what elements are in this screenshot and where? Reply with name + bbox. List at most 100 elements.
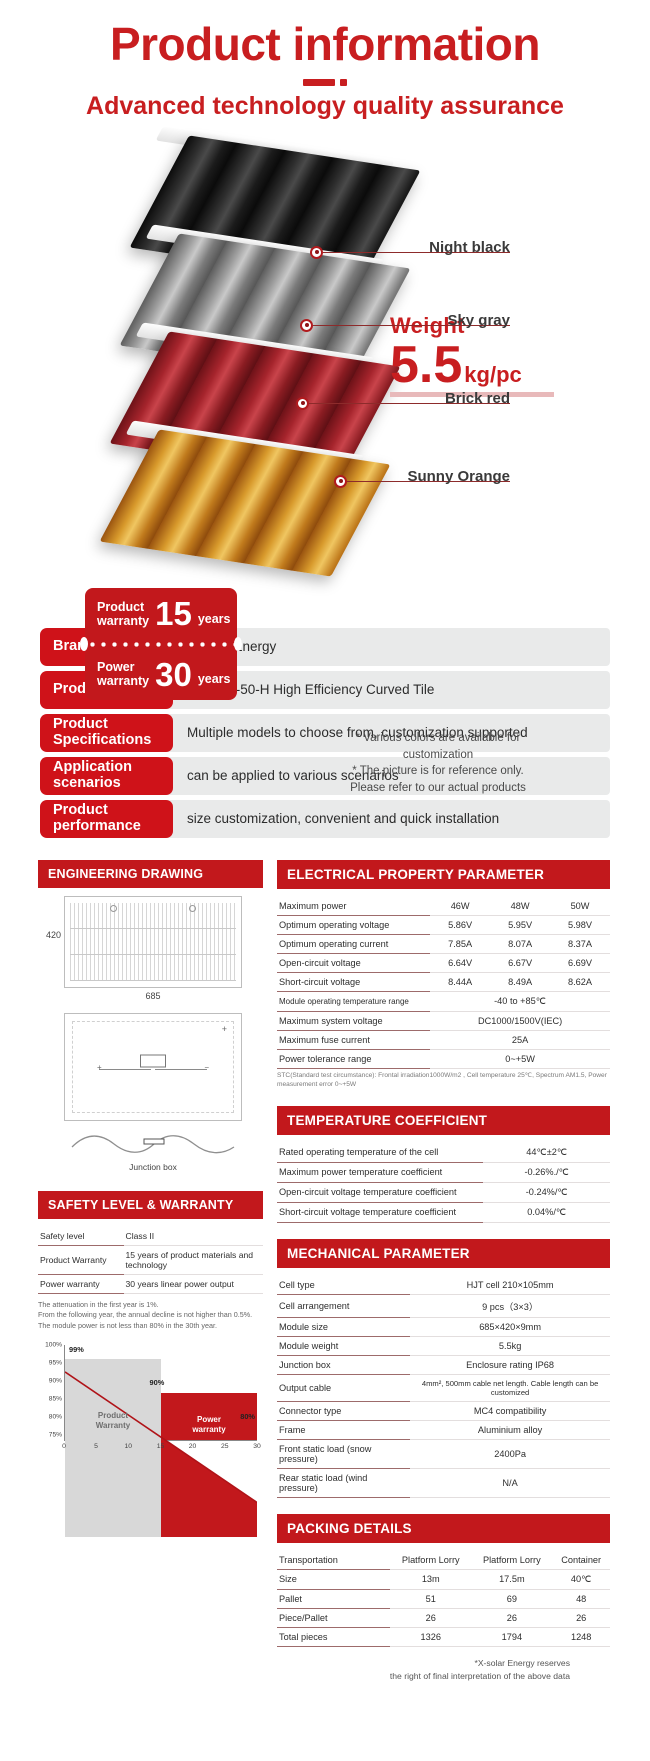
table-row: Cell arrangement 9 pcs（3×3） <box>277 1294 610 1318</box>
table-row: Total pieces 1326 1794 1248 <box>277 1627 610 1647</box>
table-row: Short-circuit voltage 8.44A 8.49A 8.62A <box>277 972 610 992</box>
param-value: 25A <box>430 1030 610 1050</box>
param-key: Maximum fuse current <box>277 1030 431 1050</box>
spec-row: Application scenarios can be applied to … <box>40 756 610 795</box>
table-row: Product Warranty 15 years of product mat… <box>38 1245 263 1275</box>
callout-line <box>323 251 510 253</box>
warranty-badge-title: Product warranty <box>97 600 149 628</box>
x-tick-label: 20 <box>188 1443 197 1451</box>
warranty-badge-title: Power warranty <box>97 660 149 688</box>
chart-x-axis: 0 5 10 15 20 25 30 <box>62 1443 261 1455</box>
spec-key: Application scenarios <box>40 756 173 795</box>
color-label: Brick red <box>444 389 510 407</box>
table-row: Power tolerance range 0~+5W <box>277 1049 610 1069</box>
spec-key: Product Specifications <box>40 713 173 752</box>
callout-line <box>347 480 510 482</box>
param-value: 4mm², 500mm cable net length. Cable leng… <box>410 1374 610 1402</box>
junction-box-caption: Junction box <box>129 1161 177 1172</box>
section-header-safety: SAFETY LEVEL & WARRANTY <box>38 1190 263 1219</box>
param-key: Short-circuit voltage <box>277 972 431 992</box>
table-row: Maximum fuse current 25A <box>277 1030 610 1050</box>
table-row: Output cable 4mm², 500mm cable net lengt… <box>277 1374 610 1402</box>
param-value: 44℃±2℃ <box>483 1142 610 1163</box>
final-disclaimer: *X-solar Energy reserves the right of fi… <box>277 1657 570 1683</box>
page-title: Product information <box>109 18 541 70</box>
engineering-drawing-front <box>64 895 242 988</box>
param-key: Open-circuit voltage temperature coeffic… <box>277 1182 484 1203</box>
param-value: 5.5kg <box>410 1336 610 1356</box>
param-value: 7.85A <box>430 934 491 954</box>
safety-section: SAFETY LEVEL & WARRANTY Safety level Cla… <box>38 1190 263 1331</box>
safety-key: Power warranty <box>38 1274 124 1294</box>
param-key: Cell arrangement <box>277 1294 411 1318</box>
divider-dot <box>340 78 347 86</box>
spec-value: XSDCM-50-H High Efficiency Curved Tile <box>165 670 610 709</box>
param-key: Optimum operating current <box>277 934 431 954</box>
warranty-badge-line2: warranty <box>97 674 150 689</box>
y-tick-label: 90% <box>48 1377 62 1385</box>
callout-night-black: Night black <box>310 239 510 259</box>
warranty-badge-line1: Product <box>97 599 145 614</box>
y-tick-label: 85% <box>48 1395 62 1403</box>
packing-key: Pallet <box>277 1589 391 1609</box>
packing-value: 48 <box>552 1589 610 1609</box>
divider-bar <box>303 78 335 86</box>
param-value: 5.86V <box>430 915 491 935</box>
table-row: Connector type MC4 compatibility <box>277 1401 610 1421</box>
table-row: Maximum system voltage DC1000/1500V(IEC) <box>277 1011 610 1031</box>
packing-value: 1248 <box>552 1627 610 1647</box>
param-key: Frame <box>277 1420 411 1440</box>
param-value: 9 pcs（3×3） <box>410 1294 610 1318</box>
table-row: Front static load (snow pressure) 2400Pa <box>277 1439 610 1469</box>
warranty-badge-line1: Power <box>97 660 135 675</box>
param-key: Power tolerance range <box>277 1049 431 1069</box>
mechanical-table: Cell type HJT cell 210×105mm Cell arrang… <box>277 1275 610 1498</box>
param-value: 5.95V <box>490 915 551 935</box>
table-row: Pallet 51 69 48 <box>277 1589 610 1609</box>
table-row: Frame Aluminium alloy <box>277 1420 610 1440</box>
param-key: Maximum power <box>277 896 431 916</box>
color-label: Night black <box>429 238 510 256</box>
spec-value: Multiple models to choose from, customiz… <box>165 713 610 752</box>
param-value: 50W <box>550 896 610 916</box>
x-tick-label: 30 <box>253 1443 261 1451</box>
param-key: Rated operating temperature of the cell <box>277 1142 484 1163</box>
param-key: Front static load (snow pressure) <box>277 1439 411 1469</box>
param-value: 48W <box>490 896 551 916</box>
chart-band-label-product: Product Warranty <box>95 1411 131 1430</box>
chart-degradation-line <box>65 1345 257 1538</box>
param-value: 8.07A <box>490 934 551 954</box>
table-header-row: Transportation Platform Lorry Platform L… <box>277 1550 610 1570</box>
callout-sunny-orange: Sunny Orange <box>334 468 510 488</box>
chart-annotation: 80% <box>240 1412 255 1422</box>
color-label: Sunny Orange <box>407 467 510 485</box>
param-key: Short-circuit voltage temperature coeffi… <box>277 1202 484 1223</box>
packing-column-header: Container <box>552 1550 610 1570</box>
y-tick-label: 80% <box>48 1413 62 1421</box>
warranty-badge-unit: years <box>197 672 231 687</box>
spec-key: Product performance <box>40 799 173 838</box>
table-row: Size 13m 17.5m 40℃ <box>277 1569 610 1590</box>
packing-value: 69 <box>471 1589 553 1609</box>
packing-value: 26 <box>390 1608 472 1628</box>
table-row: Power warranty 30 years linear power out… <box>38 1274 263 1294</box>
drawing-hole-icon <box>189 904 196 912</box>
param-value: Aluminium alloy <box>410 1420 610 1440</box>
warranty-badge-product: Product warranty 15 years <box>85 587 237 640</box>
weight-callout: Weight 5.5 kg/pc <box>390 313 554 398</box>
hero-note-line: * The picture is for reference only. <box>352 765 524 778</box>
drawing-plus-icon: + <box>221 1023 227 1034</box>
mechanical-section: MECHANICAL PARAMETER Cell type HJT cell … <box>277 1238 610 1498</box>
chart-y-axis: 100% 95% 90% 85% 80% 75% <box>38 1341 64 1441</box>
ticket-perforation <box>80 636 242 651</box>
param-value: 8.49A <box>490 972 551 992</box>
engineering-drawing-back: + + − <box>64 1012 242 1121</box>
param-value: 0.04%/℃ <box>483 1202 610 1223</box>
packing-column-header: Platform Lorry <box>471 1550 553 1570</box>
packing-value: 1794 <box>471 1627 553 1647</box>
chart-plot-area: 99% 90% 80% Product Warranty Power warra… <box>64 1345 257 1538</box>
engineering-drawing-profile: Junction box <box>64 1131 242 1175</box>
param-value: 8.44A <box>430 972 491 992</box>
spec-row: Product Specifications Multiple models t… <box>40 713 610 752</box>
warranty-badge-line2: warranty <box>97 613 150 628</box>
